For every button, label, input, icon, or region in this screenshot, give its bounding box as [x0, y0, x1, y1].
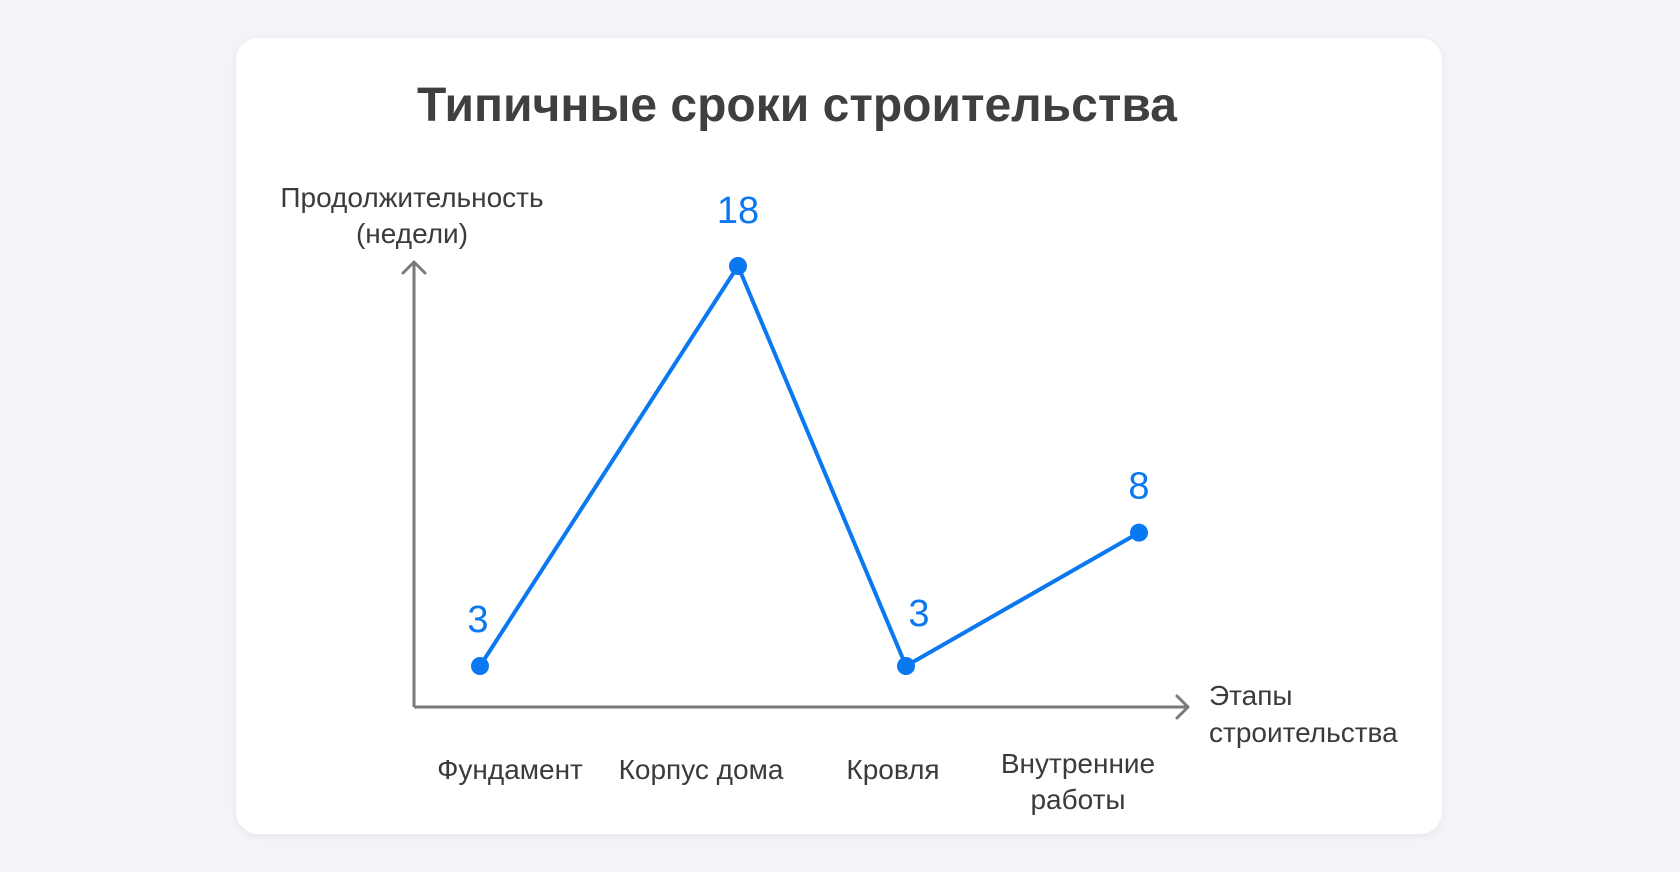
- chart-title: Типичные сроки строительства: [417, 79, 1177, 132]
- y-axis-label-line-2: (недели): [356, 218, 468, 249]
- data-point: [729, 257, 747, 275]
- category-label: Фундамент: [437, 754, 583, 785]
- category-label: Внутренние: [1001, 748, 1155, 779]
- x-axis-label-line-2: строительства: [1209, 717, 1398, 748]
- category-labels: Фундамент Корпус дома Кровля Внутренние рабо…: [437, 748, 1155, 815]
- data-label: 8: [1128, 466, 1149, 508]
- data-point: [1130, 523, 1148, 542]
- y-axis-label-line-1: Продолжительность: [280, 182, 543, 213]
- axes: [401, 260, 1190, 720]
- data-point: [471, 657, 489, 675]
- data-points: [471, 257, 1148, 675]
- data-labels: 3 18 3 8: [467, 190, 1149, 641]
- series-polyline: [478, 264, 1141, 668]
- data-label: 18: [717, 190, 759, 232]
- data-label: 3: [908, 593, 929, 635]
- series-line: [478, 264, 1141, 668]
- y-axis-arrow: [401, 260, 427, 275]
- data-label: 3: [467, 599, 488, 641]
- data-point: [897, 657, 915, 675]
- category-label: Корпус дома: [619, 754, 784, 785]
- chart-card: [236, 38, 1442, 834]
- category-label: Кровля: [846, 754, 939, 785]
- x-axis-arrow: [1175, 694, 1190, 720]
- x-axis-label-line-1: Этапы: [1209, 680, 1293, 711]
- category-label: работы: [1030, 784, 1125, 815]
